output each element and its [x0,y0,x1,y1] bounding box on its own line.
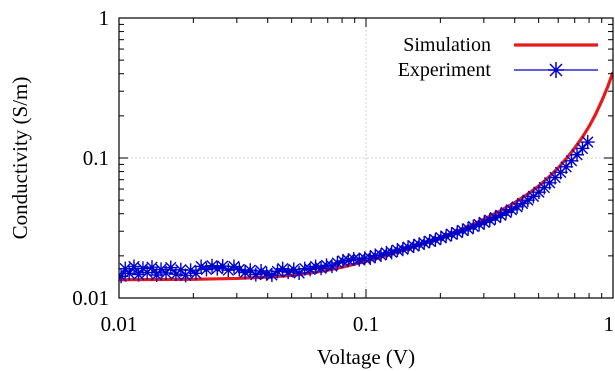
experiment-point-27 [248,267,263,282]
experiment-point-39 [314,261,329,276]
experiment-point-66 [461,221,476,236]
experiment-point-50 [373,247,388,262]
experiment-point-57 [412,237,427,252]
experiment-point-74 [504,202,519,217]
experiment-point-86 [570,147,585,162]
experiment-point-82 [548,170,563,185]
experiment-point-32 [275,261,290,276]
experiment-point-42 [330,255,345,270]
experiment-point-65 [455,223,470,238]
experiment-point-0 [119,269,129,284]
experiment-point-67 [466,219,481,234]
legend-marker-1 [548,62,564,78]
experiment-point-70 [482,213,497,228]
experiment-point-63 [444,227,459,242]
experiment-point-53 [390,243,405,258]
experiment-point-22 [221,263,236,278]
experiment-point-38 [308,259,323,274]
experiment-point-23 [226,259,241,274]
experiment-point-87 [575,141,590,156]
y-axis-label: Conductivity (S/m) [8,77,32,240]
experiment-point-31 [270,264,285,279]
experiment-point-56 [406,239,421,254]
experiment-point-61 [433,230,448,245]
experiment-point-83 [553,165,568,180]
experiment-point-29 [259,266,274,281]
experiment-point-35 [292,265,307,280]
experiment-point-76 [515,196,530,211]
experiment-point-88 [580,135,595,150]
experiment-point-28 [254,263,269,278]
experiment-point-16 [189,266,204,281]
x-tick-label-1: 0.1 [353,312,379,336]
experiment-point-19 [205,258,220,273]
x-tick-label-0: 0.01 [101,312,138,336]
experiment-point-34 [286,262,301,277]
experiment-point-54 [395,242,410,257]
experiment-point-59 [422,234,437,249]
experiment-point-21 [215,259,230,274]
experiment-point-40 [319,258,334,273]
experiment-point-60 [428,232,443,247]
grid-lines [119,18,613,298]
series-layer [119,71,613,284]
experiment-point-17 [194,259,209,274]
experiment-point-58 [417,236,432,251]
experiment-point-41 [324,259,339,274]
experiment-point-30 [264,267,279,282]
experiment-point-8 [149,267,164,282]
experiment-point-69 [477,215,492,230]
axis-ticks: 0.01 0.1 1 0.01 0.1 1 [72,6,614,336]
experiment-point-44 [341,253,356,268]
experiment-point-24 [232,262,247,277]
experiment-point-15 [183,263,198,278]
experiment-point-72 [493,208,508,223]
experiment-point-64 [450,225,465,240]
experiment-point-11 [163,260,178,275]
experiment-point-33 [281,265,296,280]
y-tick-label-2: 1 [99,6,110,30]
experiment-point-71 [488,210,503,225]
x-tick-label-2: 1 [604,312,615,336]
experiment-point-37 [303,262,318,277]
experiment-point-84 [559,159,574,174]
experiment-point-18 [199,262,214,277]
experiment-point-9 [154,262,169,277]
experiment-point-20 [210,261,225,276]
experiment-point-68 [472,217,487,232]
experiment-point-7 [144,260,159,275]
experiment-point-81 [542,175,557,190]
experiment-point-85 [564,153,579,168]
experiment-point-77 [520,193,535,208]
experiment-point-4 [131,267,146,282]
x-axis-label: Voltage (V) [317,345,415,369]
experiment-point-46 [352,252,367,267]
experiment-point-26 [243,263,258,278]
experiment-point-3 [126,259,141,274]
legend-label-0: Simulation [403,34,491,56]
experiment-point-52 [384,245,399,260]
experiment-point-62 [439,229,454,244]
experiment-point-2 [122,266,137,281]
experiment-point-75 [510,199,525,214]
legend: Simulation Experiment [398,34,598,81]
experiment-point-55 [401,240,416,255]
experiment-point-73 [499,205,514,220]
experiment-point-36 [297,261,312,276]
y-tick-label-1: 0.1 [83,146,109,170]
experiment-point-78 [526,189,541,204]
experiment-point-25 [238,265,253,280]
y-tick-label-0: 0.01 [72,286,109,310]
legend-label-1: Experiment [398,59,492,81]
experiment-point-48 [363,251,378,266]
